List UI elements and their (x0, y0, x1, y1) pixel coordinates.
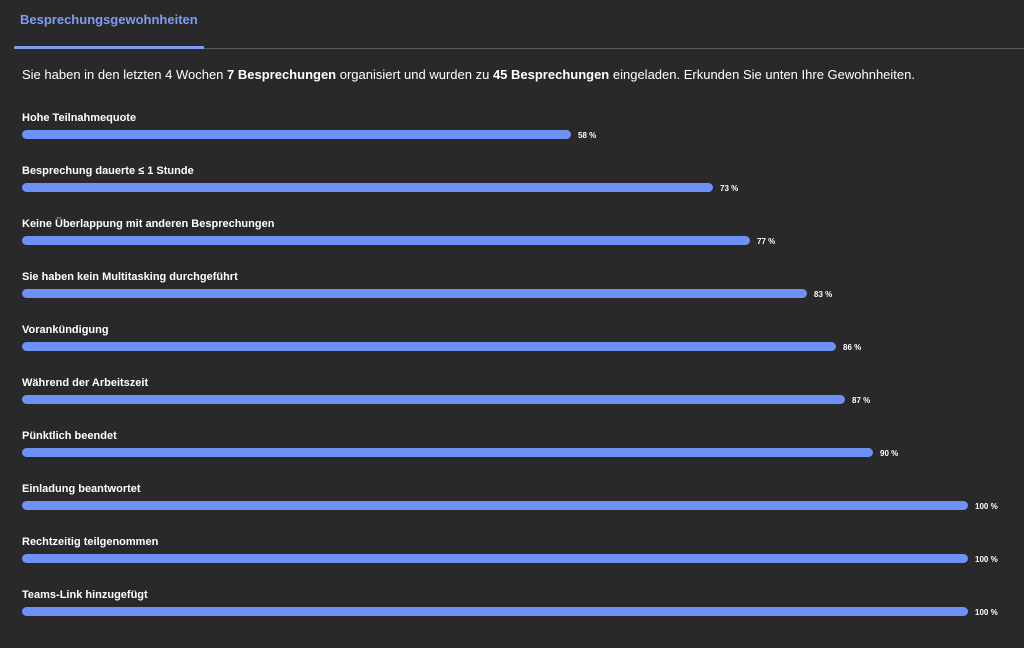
metric-label: Vorankündigung (22, 324, 109, 336)
metric-bar (22, 289, 807, 298)
metric-bar (22, 501, 968, 510)
metric-value: 58 % (578, 131, 597, 140)
metric-row: Teams-Link hinzugefügt 100 % (22, 589, 1012, 642)
metric-bar-track (22, 448, 968, 457)
metric-value: 86 % (843, 343, 862, 352)
metric-label: Teams-Link hinzugefügt (22, 589, 148, 601)
summary-text: Sie haben in den letzten 4 Wochen 7 Besp… (22, 67, 915, 82)
metric-bar (22, 183, 713, 192)
metric-label: Einladung beantwortet (22, 483, 141, 495)
metric-bar (22, 554, 968, 563)
metric-bar-track (22, 342, 968, 351)
metric-value: 100 % (975, 608, 998, 617)
metric-label: Rechtzeitig teilgenommen (22, 536, 159, 548)
summary-part-2: organisiert und wurden zu (336, 67, 493, 82)
summary-part-3: eingeladen. Erkunden Sie unten Ihre Gewo… (609, 67, 915, 82)
metric-row: Besprechung dauerte ≤ 1 Stunde 73 % (22, 165, 1012, 218)
metric-row: Während der Arbeitszeit 87 % (22, 377, 1012, 430)
metric-label: Hohe Teilnahmequote (22, 112, 137, 124)
metric-label: Besprechung dauerte ≤ 1 Stunde (22, 165, 194, 177)
metric-value: 77 % (757, 237, 776, 246)
active-tab-indicator (14, 46, 204, 49)
metric-row: Sie haben kein Multitasking durchgeführt… (22, 271, 1012, 324)
tab-besprechungsgewohnheiten[interactable]: Besprechungsgewohnheiten (14, 0, 204, 49)
metric-bar-track (22, 501, 968, 510)
metric-bar-track (22, 130, 968, 139)
metric-value: 100 % (975, 502, 998, 511)
metric-value: 83 % (814, 290, 833, 299)
summary-part-1: Sie haben in den letzten 4 Wochen (22, 67, 228, 82)
metric-row: Rechtzeitig teilgenommen 100 % (22, 536, 1012, 589)
metric-row: Pünktlich beendet 90 % (22, 430, 1012, 483)
metric-row: Keine Überlappung mit anderen Besprechun… (22, 218, 1012, 271)
metric-label: Sie haben kein Multitasking durchgeführt (22, 271, 238, 283)
metric-bar (22, 607, 968, 616)
metric-value: 73 % (720, 184, 739, 193)
metric-value: 100 % (975, 555, 998, 564)
metric-value: 87 % (852, 396, 871, 405)
metric-bar-track (22, 554, 968, 563)
metric-label: Pünktlich beendet (22, 430, 117, 442)
tab-label: Besprechungsgewohnheiten (20, 12, 198, 27)
metric-bar (22, 130, 571, 139)
metric-bar-track (22, 289, 968, 298)
metric-bar-track (22, 183, 968, 192)
metric-bar (22, 448, 873, 457)
tab-bar: Besprechungsgewohnheiten (14, 0, 1024, 49)
metric-bar (22, 236, 750, 245)
metric-bar (22, 342, 836, 351)
metric-bar (22, 395, 845, 404)
invited-count: 45 Besprechungen (492, 67, 610, 82)
metric-value: 90 % (880, 449, 899, 458)
metric-row: Hohe Teilnahmequote 58 % (22, 112, 1012, 165)
metric-row: Vorankündigung 86 % (22, 324, 1012, 377)
metric-row: Einladung beantwortet 100 % (22, 483, 1012, 536)
metric-label: Keine Überlappung mit anderen Besprechun… (22, 218, 275, 230)
organized-count: 7 Besprechungen (227, 67, 337, 82)
metric-bar-track (22, 395, 968, 404)
metric-bar-track (22, 236, 968, 245)
habit-metrics-list: Hohe Teilnahmequote 58 % Besprechung dauer… (22, 112, 1012, 642)
metric-label: Während der Arbeitszeit (22, 377, 149, 389)
metric-bar-track (22, 607, 968, 616)
